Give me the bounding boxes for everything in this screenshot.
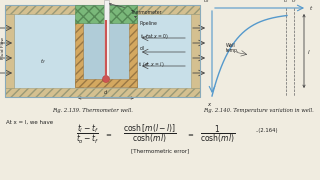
Bar bbox=[191, 14, 200, 88]
Text: $=$: $=$ bbox=[104, 131, 112, 137]
Text: Well
temp.: Well temp. bbox=[226, 43, 239, 53]
Text: $=$: $=$ bbox=[186, 131, 194, 137]
Text: [Thermometric error]: [Thermometric error] bbox=[131, 148, 189, 153]
Bar bbox=[83, 23, 129, 79]
Text: Fig. 2.139. Thermometer well.: Fig. 2.139. Thermometer well. bbox=[52, 108, 133, 113]
Bar bbox=[5, 88, 200, 97]
Text: $l$: $l$ bbox=[307, 48, 310, 56]
Bar bbox=[75, 5, 137, 23]
Text: oil: oil bbox=[140, 46, 145, 51]
Text: $d$: $d$ bbox=[103, 88, 108, 96]
Text: $t_l$ (at $x$ = $l$): $t_l$ (at $x$ = $l$) bbox=[138, 60, 164, 69]
Text: Pipeline: Pipeline bbox=[135, 16, 158, 26]
Bar bbox=[5, 14, 14, 88]
Bar bbox=[5, 5, 200, 14]
Text: Fig. 2.140. Temperature variation in well.: Fig. 2.140. Temperature variation in wel… bbox=[203, 108, 313, 113]
Text: $\dfrac{1}{\cosh(ml)}$: $\dfrac{1}{\cosh(ml)}$ bbox=[200, 123, 236, 145]
Bar bbox=[5, 5, 200, 97]
Bar bbox=[129, 20, 137, 87]
Bar bbox=[75, 20, 83, 87]
Text: $t_l$: $t_l$ bbox=[284, 0, 289, 5]
Text: Thermometer: Thermometer bbox=[109, 3, 162, 15]
Text: At x = l, we have: At x = l, we have bbox=[6, 120, 53, 125]
Text: Fluid Flow: Fluid Flow bbox=[1, 37, 5, 59]
Text: $t_f$: $t_f$ bbox=[291, 0, 297, 5]
Text: ..(2.164): ..(2.164) bbox=[255, 128, 278, 133]
Bar bbox=[14, 14, 191, 88]
Text: $t_o$ (at $x$ = 0): $t_o$ (at $x$ = 0) bbox=[140, 32, 169, 41]
Bar bbox=[75, 79, 137, 87]
Text: $x$: $x$ bbox=[207, 101, 213, 108]
Text: $\dfrac{\cosh\left[m(l - l)\right]}{\cosh(ml)}$: $\dfrac{\cosh\left[m(l - l)\right]}{\cos… bbox=[123, 123, 177, 145]
Text: $t_o$: $t_o$ bbox=[203, 0, 209, 5]
Bar bbox=[105, 20, 107, 79]
Text: $t$: $t$ bbox=[309, 4, 313, 12]
Bar bbox=[103, 0, 108, 78]
Circle shape bbox=[102, 75, 109, 82]
Text: $\dfrac{t_l - t_f}{t_o - t_f}$: $\dfrac{t_l - t_f}{t_o - t_f}$ bbox=[76, 122, 100, 146]
Text: $t_f$: $t_f$ bbox=[40, 58, 46, 66]
